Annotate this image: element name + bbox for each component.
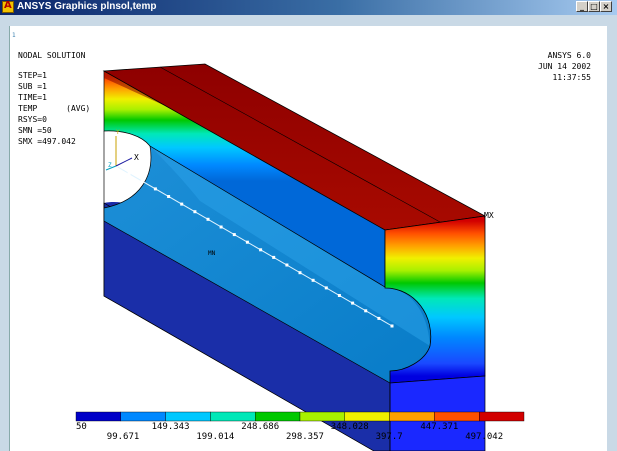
triad-z-label: Z <box>108 162 112 169</box>
legend-color-box <box>479 411 525 422</box>
legend-top-label: 149.343 <box>151 422 190 432</box>
plot-date: JUN 14 2002 <box>538 62 591 71</box>
legend-color-box <box>299 411 345 422</box>
legend-bottom-label: 298.357 <box>286 432 324 442</box>
node-marker <box>193 210 197 214</box>
node-marker <box>219 225 223 229</box>
plot-info-line: SMN =50 <box>18 126 52 135</box>
window-title-bar[interactable]: A ANSYS Graphics plnsol,temp _ □ × <box>0 0 617 15</box>
node-marker <box>167 195 171 198</box>
left-wall-face <box>103 70 386 288</box>
plot-info-line: TIME=1 <box>18 93 47 102</box>
maximize-button[interactable]: □ <box>588 1 600 12</box>
product-version: ANSYS 6.0 <box>547 51 591 60</box>
node-path-line <box>115 165 393 327</box>
node-marker <box>285 263 289 267</box>
legend-top-label: 50 <box>76 422 87 432</box>
triad-z-axis <box>105 165 117 171</box>
legend-bottom-label: 497.042 <box>465 432 504 442</box>
close-button[interactable]: × <box>600 1 612 12</box>
legend-top-label: 447.371 <box>420 422 459 432</box>
min-marker-label: MN <box>208 250 216 257</box>
legend-bottom-label: 199.014 <box>196 432 235 442</box>
legend-color-box <box>210 411 256 422</box>
legend-color-box <box>120 411 166 422</box>
node-marker <box>390 324 394 328</box>
minimize-button[interactable]: _ <box>576 1 588 12</box>
front-face <box>384 215 486 384</box>
plot-info-line: TEMP (AVG) <box>18 104 91 113</box>
legend-bottom-label: 397.7 <box>375 432 403 442</box>
node-marker <box>232 233 236 237</box>
plot-info-line: SMX =497.042 <box>18 137 76 146</box>
node-marker <box>140 179 144 183</box>
window-title: ANSYS Graphics plnsol,temp <box>17 1 157 12</box>
ansys-app-icon[interactable]: A <box>2 0 14 13</box>
legend-top-label: 248.686 <box>241 422 280 432</box>
node-marker <box>245 240 249 244</box>
legend-color-bar <box>75 411 525 422</box>
legend-color-box <box>344 411 390 422</box>
plot-info-line: RSYS=0 <box>18 115 47 124</box>
node-marker <box>351 301 355 305</box>
legend-color-box <box>434 411 480 422</box>
triad-x-label: X <box>134 153 139 162</box>
frame-number: 1 <box>12 32 16 39</box>
node-marker <box>311 278 315 282</box>
plot-info-line: SUB =1 <box>18 82 47 91</box>
node-marker <box>259 248 263 252</box>
node-marker <box>298 271 302 275</box>
contour-plot-canvas <box>75 63 525 451</box>
node-marker <box>364 309 368 313</box>
node-marker <box>337 294 341 297</box>
node-marker <box>272 255 276 259</box>
node-marker <box>153 187 157 191</box>
plot-time: 11:37:55 <box>552 73 591 82</box>
graphics-client-area[interactable]: 1 NODAL SOLUTION STEP=1 SUB =1 TIME=1 TEMP … <box>9 26 607 451</box>
node-marker <box>377 316 381 320</box>
legend-color-box <box>165 411 211 422</box>
plot-info-line: STEP=1 <box>18 71 47 80</box>
triad-x-axis <box>115 157 133 167</box>
legend-color-box <box>75 411 121 422</box>
max-marker-label: MX <box>484 211 494 220</box>
legend-bottom-label: 99.671 <box>106 432 140 442</box>
node-marker <box>180 202 184 206</box>
node-marker <box>324 286 328 290</box>
triad-y-label: Y <box>116 129 120 136</box>
node-marker <box>127 172 131 176</box>
legend-top-label: 348.028 <box>330 422 369 432</box>
plot-heading: NODAL SOLUTION <box>18 51 86 60</box>
node-marker <box>206 217 210 221</box>
legend-color-box <box>254 411 301 422</box>
legend-color-box <box>389 411 435 422</box>
